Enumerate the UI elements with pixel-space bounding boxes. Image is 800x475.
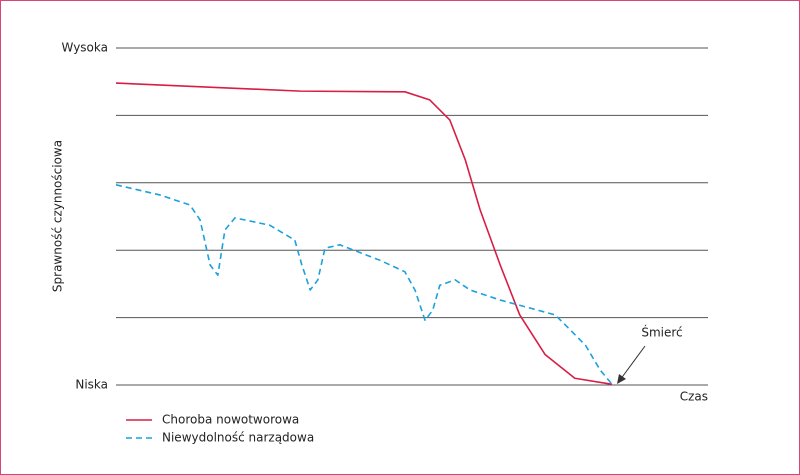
annotation-arrow (619, 345, 646, 381)
series-line (115, 184, 613, 385)
x-axis-label: Czas (680, 390, 708, 404)
series-line (115, 82, 613, 386)
y-tick-label: Wysoka (62, 41, 108, 55)
y-tick-label: Niska (75, 378, 108, 392)
annotation: Śmierć (641, 325, 682, 340)
y-axis-label: Sprawność czynnościowa (51, 140, 65, 292)
legend-label: Niewydolność narządowa (162, 431, 314, 445)
legend-label: Choroba nowotworowa (162, 413, 299, 427)
annotation-arrowhead (617, 374, 626, 384)
